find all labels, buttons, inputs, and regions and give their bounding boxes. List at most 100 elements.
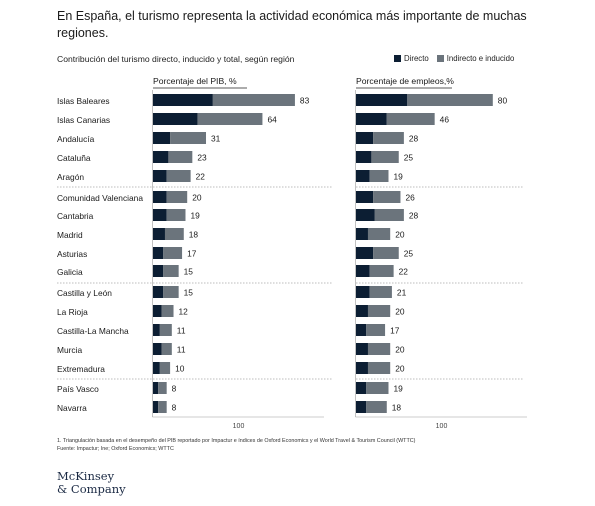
bar-direct (356, 247, 374, 259)
bar-total-label: 22 (196, 172, 206, 182)
bar-direct (356, 324, 367, 336)
bar-direct (153, 132, 171, 144)
bar-direct (153, 343, 162, 355)
chart-subtitle: Contribución del turismo directo, induci… (57, 54, 295, 64)
category-label: Madrid (57, 230, 83, 240)
bar-total-label: 31 (211, 134, 221, 144)
category-label: Cataluña (57, 153, 91, 163)
bar-direct (356, 401, 367, 413)
bar-direct (153, 209, 167, 221)
bar-total-label: 25 (404, 153, 414, 163)
legend-item-direct: Directo (394, 54, 429, 63)
bar-indirect (369, 265, 394, 277)
bar-direct (356, 286, 370, 298)
category-label: Cantabria (57, 211, 94, 221)
bar-indirect (386, 113, 435, 125)
panel-title: Porcentaje de empleos,% (356, 76, 454, 86)
bar-total-label: 8 (172, 403, 177, 413)
bar-direct (356, 228, 368, 240)
category-label: Asturias (57, 249, 87, 259)
bar-total-label: 19 (393, 172, 403, 182)
bar-total-label: 17 (187, 249, 197, 259)
category-label: La Rioja (57, 307, 88, 317)
category-label: Andalucía (57, 134, 95, 144)
bar-indirect (366, 324, 386, 336)
category-label: Aragón (57, 172, 84, 182)
category-label: Navarra (57, 403, 87, 413)
bar-indirect (166, 209, 186, 221)
bar-indirect (163, 265, 179, 277)
legend-swatch-direct (394, 55, 401, 62)
bar-total-label: 23 (197, 153, 207, 163)
bar-direct (153, 286, 164, 298)
bar-total-label: 17 (390, 326, 400, 336)
category-label: Galicia (57, 267, 83, 277)
bar-direct (356, 305, 368, 317)
bar-total-label: 25 (404, 249, 414, 259)
bar-total-label: 21 (397, 288, 407, 298)
bar-direct (153, 113, 198, 125)
bar-total-label: 19 (393, 384, 403, 394)
logo-line-1: McKinsey (57, 469, 115, 483)
bar-indirect (373, 191, 401, 203)
bar-indirect (158, 382, 167, 394)
bar-direct (356, 362, 368, 374)
bar-direct (153, 401, 159, 413)
bar-direct (356, 113, 387, 125)
bar-total-label: 15 (184, 288, 194, 298)
bar-total-label: 28 (409, 211, 419, 221)
bar-direct (153, 94, 213, 106)
bar-total-label: 19 (190, 211, 200, 221)
bar-direct (356, 170, 370, 182)
footnote: 1. Triangulación basada en el desempeño … (57, 437, 415, 453)
bar-indirect (374, 209, 404, 221)
bar-indirect (166, 191, 188, 203)
bar-total-label: 18 (189, 230, 199, 240)
company-logo: McKinsey & Company (57, 470, 126, 495)
legend-label-indirect: Indirecto e inducido (446, 54, 515, 63)
bar-total-label: 46 (440, 115, 450, 125)
panel-title: Porcentaje del PIB, % (153, 76, 237, 86)
bar-direct (153, 191, 167, 203)
bar-direct (356, 343, 368, 355)
logo-line-2: & Company (57, 481, 126, 496)
bar-total-label: 12 (179, 307, 189, 317)
bar-direct (153, 324, 160, 336)
bar-direct (356, 382, 367, 394)
bar-direct (356, 94, 408, 106)
bar-indirect (367, 228, 391, 240)
category-label: Islas Baleares (57, 96, 110, 106)
bar-total-label: 20 (192, 193, 202, 203)
bar-total-label: 22 (399, 267, 409, 277)
bar-indirect (369, 286, 392, 298)
bar-indirect (371, 151, 399, 163)
bar-indirect (164, 228, 184, 240)
bar-indirect (163, 286, 179, 298)
bar-total-label: 26 (405, 193, 415, 203)
bar-indirect (168, 151, 193, 163)
legend-swatch-indirect (436, 55, 444, 62)
bar-direct (356, 132, 374, 144)
bar-total-label: 18 (392, 403, 402, 413)
bar-indirect (161, 343, 172, 355)
bar-total-label: 20 (395, 230, 405, 240)
category-label: Castilla y León (57, 288, 112, 298)
bar-indirect (197, 113, 263, 125)
axis-tick-label: 100 (233, 423, 245, 430)
category-label: País Vasco (57, 384, 99, 394)
bar-total-label: 64 (267, 115, 277, 125)
bar-indirect (159, 324, 172, 336)
legend-label-direct: Directo (404, 54, 429, 63)
bar-total-label: 83 (300, 96, 310, 106)
legend: Directo Indirecto e inducido (394, 54, 522, 63)
bar-total-label: 11 (177, 345, 186, 355)
category-label: Murcia (57, 345, 82, 355)
bar-indirect (163, 247, 183, 259)
bar-total-label: 20 (395, 345, 405, 355)
bar-indirect (161, 305, 174, 317)
footnote-source: Fuente: Impactur; Ine; Oxford Economics;… (57, 446, 174, 452)
bar-indirect (373, 132, 404, 144)
bar-indirect (366, 401, 387, 413)
axis-tick-label: 100 (436, 423, 448, 430)
